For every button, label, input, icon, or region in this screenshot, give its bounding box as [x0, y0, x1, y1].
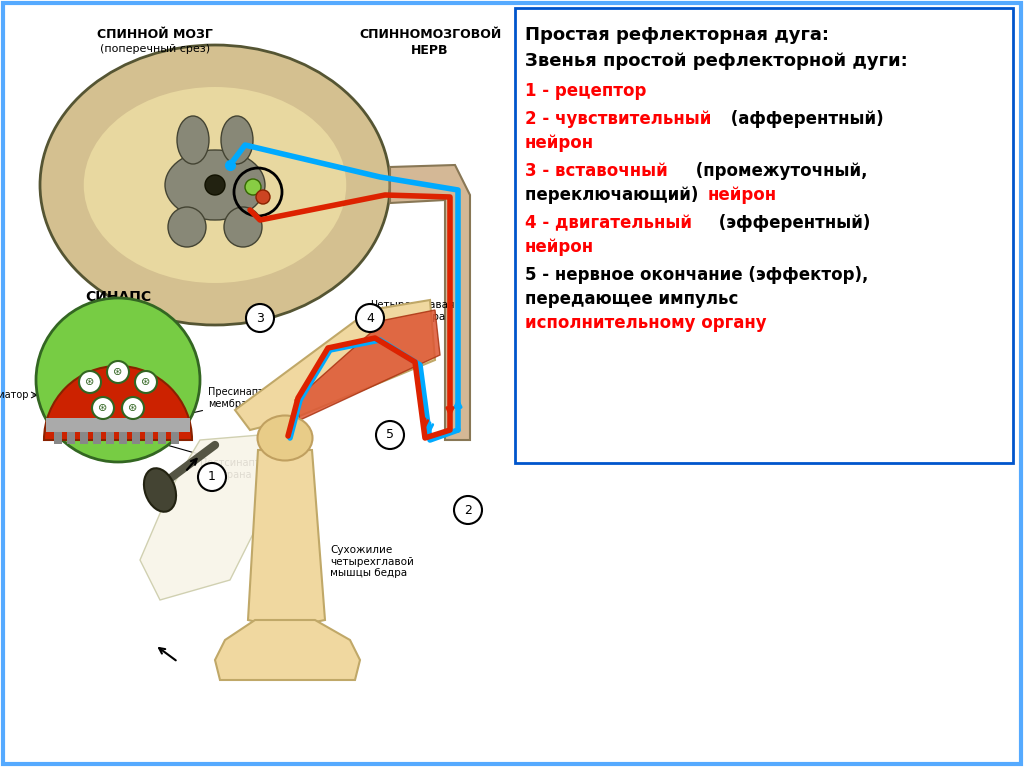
- Circle shape: [356, 304, 384, 332]
- Circle shape: [122, 397, 144, 419]
- Text: Простая рефлекторная дуга:: Простая рефлекторная дуга:: [525, 26, 829, 44]
- Text: нейрон: нейрон: [708, 186, 777, 204]
- FancyBboxPatch shape: [67, 432, 75, 444]
- FancyBboxPatch shape: [3, 3, 1021, 764]
- Text: исполнительному органу: исполнительному органу: [525, 314, 767, 332]
- Text: 2 - чувствительный: 2 - чувствительный: [525, 110, 712, 128]
- Circle shape: [36, 298, 200, 462]
- Text: переключающий): переключающий): [525, 186, 705, 204]
- FancyBboxPatch shape: [93, 432, 101, 444]
- Text: ⊛: ⊛: [114, 367, 123, 377]
- Wedge shape: [44, 366, 193, 440]
- FancyBboxPatch shape: [46, 418, 190, 432]
- Circle shape: [92, 397, 114, 419]
- Text: Четырехглавая
мышца бедра: Четырехглавая мышца бедра: [370, 300, 455, 321]
- FancyBboxPatch shape: [54, 432, 62, 444]
- Text: 5 - нервное окончание (эффектор),: 5 - нервное окончание (эффектор),: [525, 266, 868, 284]
- Polygon shape: [140, 435, 270, 600]
- Text: 4 - двигательный: 4 - двигательный: [525, 214, 692, 232]
- Text: Звенья простой рефлекторной дуги:: Звенья простой рефлекторной дуги:: [525, 52, 907, 70]
- FancyBboxPatch shape: [515, 8, 1013, 463]
- Text: СИНАПС: СИНАПС: [85, 290, 152, 304]
- Text: нейрон: нейрон: [525, 134, 594, 152]
- Text: передающее импульс: передающее импульс: [525, 290, 738, 308]
- FancyBboxPatch shape: [145, 432, 153, 444]
- Text: ⊛: ⊛: [128, 403, 137, 413]
- Text: (промежуточный,: (промежуточный,: [690, 162, 867, 180]
- Ellipse shape: [257, 416, 312, 460]
- FancyBboxPatch shape: [80, 432, 88, 444]
- Polygon shape: [248, 450, 325, 625]
- Text: 3 - вставочный: 3 - вставочный: [525, 162, 668, 180]
- Polygon shape: [295, 310, 440, 420]
- Ellipse shape: [84, 87, 346, 283]
- Text: Пресинаптическая
мембрана: Пресинаптическая мембрана: [157, 387, 305, 422]
- Ellipse shape: [221, 116, 253, 164]
- Text: ⊛: ⊛: [85, 377, 94, 387]
- Text: 2: 2: [464, 503, 472, 516]
- Text: СПИННОЙ МОЗГ: СПИННОЙ МОЗГ: [97, 28, 213, 41]
- Text: (эфферентный): (эфферентный): [713, 214, 870, 232]
- Text: (афферентный): (афферентный): [725, 110, 884, 128]
- Text: (поперечный срез): (поперечный срез): [100, 44, 210, 54]
- Circle shape: [106, 361, 129, 383]
- Ellipse shape: [177, 116, 209, 164]
- FancyBboxPatch shape: [132, 432, 140, 444]
- Ellipse shape: [144, 468, 176, 512]
- Text: ⊛: ⊛: [98, 403, 108, 413]
- Ellipse shape: [165, 150, 265, 220]
- Circle shape: [246, 304, 274, 332]
- Text: 5: 5: [386, 429, 394, 442]
- FancyBboxPatch shape: [119, 432, 127, 444]
- Circle shape: [198, 463, 226, 491]
- Polygon shape: [215, 620, 360, 680]
- FancyBboxPatch shape: [171, 432, 179, 444]
- Circle shape: [245, 179, 261, 195]
- FancyBboxPatch shape: [158, 432, 166, 444]
- Text: СПИННОМОЗГОВОЙ: СПИННОМОЗГОВОЙ: [358, 28, 501, 41]
- Ellipse shape: [224, 207, 262, 247]
- FancyBboxPatch shape: [106, 432, 114, 444]
- Circle shape: [376, 421, 404, 449]
- Text: 3: 3: [256, 311, 264, 324]
- Text: нейрон: нейрон: [525, 238, 594, 256]
- Polygon shape: [234, 300, 435, 430]
- Text: 1: 1: [208, 470, 216, 483]
- Circle shape: [256, 190, 270, 204]
- Circle shape: [135, 371, 157, 393]
- Circle shape: [454, 496, 482, 524]
- Ellipse shape: [40, 45, 390, 325]
- Text: 4: 4: [366, 311, 374, 324]
- Text: ⊛: ⊛: [141, 377, 151, 387]
- Text: Сухожилие
четырехглавой
мышцы бедра: Сухожилие четырехглавой мышцы бедра: [330, 545, 414, 578]
- Ellipse shape: [168, 207, 206, 247]
- Text: Медиатор: Медиатор: [0, 390, 28, 400]
- Circle shape: [205, 175, 225, 195]
- Text: Постсинаптическая
мембрана: Постсинаптическая мембрана: [160, 443, 302, 479]
- Polygon shape: [390, 165, 470, 440]
- Text: НЕРВ: НЕРВ: [412, 44, 449, 57]
- Circle shape: [79, 371, 101, 393]
- Text: 1 - рецептор: 1 - рецептор: [525, 82, 646, 100]
